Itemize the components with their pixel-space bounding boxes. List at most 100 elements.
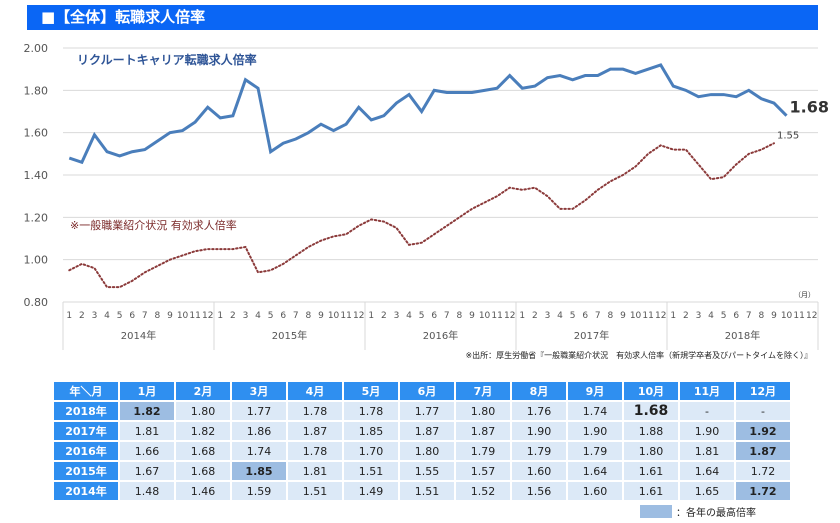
value-cell: - xyxy=(736,402,790,420)
value-cell: 1.80 xyxy=(456,402,510,420)
table-row: 2016年 1.66 1.68 1.74 1.78 1.70 1.80 1.79 1.79 1.7… xyxy=(54,442,790,460)
value-cell: 1.51 xyxy=(288,482,342,500)
value-cell: 1.81 xyxy=(288,462,342,480)
value-cell: 1.77 xyxy=(232,402,286,420)
value-cell: 1.79 xyxy=(568,442,622,460)
value-cell: 1.80 xyxy=(624,442,678,460)
y-tick-label: 1.60 xyxy=(24,127,49,140)
value-cell: 1.61 xyxy=(624,482,678,500)
series-label: ※一般職業紹介状況 有効求人倍率 xyxy=(70,218,237,232)
value-cell: 1.92 xyxy=(736,422,790,440)
x-tick-label: 8 xyxy=(457,311,463,321)
value-cell: 1.87 xyxy=(400,422,454,440)
series-line xyxy=(68,63,788,165)
x-tick-label: 9 xyxy=(318,311,324,321)
x-unit-label: （月） xyxy=(794,291,815,299)
x-tick-label: 7 xyxy=(142,311,148,321)
month-header: 6月 xyxy=(400,382,454,400)
month-header: 2月 xyxy=(176,382,230,400)
x-tick-label: 10 xyxy=(479,311,491,321)
x-tick-label: 7 xyxy=(746,311,752,321)
value-cell: 1.87 xyxy=(736,442,790,460)
month-header: 5月 xyxy=(344,382,398,400)
year-label: 2015年 xyxy=(272,329,307,342)
x-tick-label: 12 xyxy=(504,311,515,321)
x-tick-label: 6 xyxy=(582,311,588,321)
month-header: 1月 xyxy=(120,382,174,400)
table-row: 2017年 1.81 1.82 1.86 1.87 1.85 1.87 1.87 1.90 1.9… xyxy=(54,422,790,440)
year-header: 2015年 xyxy=(54,462,118,480)
value-cell: 1.78 xyxy=(344,402,398,420)
x-tick-label: 12 xyxy=(353,311,364,321)
x-tick-label: 5 xyxy=(419,311,425,321)
value-cell: 1.80 xyxy=(176,402,230,420)
table-row: 2014年 1.48 1.46 1.59 1.51 1.49 1.51 1.52 1.56 1.6… xyxy=(54,482,790,500)
x-tick-label: 12 xyxy=(202,311,213,321)
x-tick-label: 12 xyxy=(655,311,666,321)
value-cell: 1.52 xyxy=(456,482,510,500)
value-cell: 1.77 xyxy=(400,402,454,420)
value-cell: 1.78 xyxy=(288,442,342,460)
x-tick-label: 3 xyxy=(394,311,400,321)
value-cell: 1.64 xyxy=(680,462,734,480)
y-tick-label: 1.00 xyxy=(24,254,49,267)
x-tick-label: 9 xyxy=(620,311,626,321)
ratio-table: 年＼月 1月 2月 3月 4月 5月 6月 7月 8月 9月 10月 11月 12月 2018年 1.82 1… xyxy=(52,380,792,502)
value-cell: 1.70 xyxy=(344,442,398,460)
x-tick-label: 3 xyxy=(92,311,98,321)
value-cell: 1.90 xyxy=(568,422,622,440)
value-cell: 1.48 xyxy=(120,482,174,500)
value-cell: 1.81 xyxy=(680,442,734,460)
month-header: 12月 xyxy=(736,382,790,400)
x-tick-label: 1 xyxy=(66,311,72,321)
x-tick-label: 4 xyxy=(255,311,261,321)
x-tick-label: 6 xyxy=(733,311,739,321)
x-tick-label: 4 xyxy=(104,311,110,321)
value-cell: 1.86 xyxy=(232,422,286,440)
month-header: 9月 xyxy=(568,382,622,400)
value-cell: 1.60 xyxy=(568,482,622,500)
x-tick-label: 9 xyxy=(167,311,173,321)
x-tick-label: 11 xyxy=(642,311,653,321)
value-cell: 1.85 xyxy=(344,422,398,440)
month-header: 10月 xyxy=(624,382,678,400)
x-tick-label: 10 xyxy=(177,311,189,321)
value-cell: 1.82 xyxy=(120,402,174,420)
x-tick-label: 4 xyxy=(557,311,563,321)
y-tick-label: 1.80 xyxy=(24,84,49,97)
value-cell: 1.68 xyxy=(176,462,230,480)
line-chart: 2.001.801.601.401.201.000.801 2 3 4 5 6 7 8 9 10 1… xyxy=(24,42,829,350)
year-label: 2014年 xyxy=(121,329,156,342)
value-cell: 1.64 xyxy=(568,462,622,480)
value-cell: 1.65 xyxy=(680,482,734,500)
value-cell: 1.80 xyxy=(400,442,454,460)
x-tick-label: 6 xyxy=(129,311,135,321)
end-value-label: 1.68 xyxy=(790,98,829,117)
month-header: 11月 xyxy=(680,382,734,400)
x-tick-label: 5 xyxy=(268,311,274,321)
series-line xyxy=(68,142,775,289)
x-tick-label: 6 xyxy=(431,311,437,321)
x-tick-label: 7 xyxy=(444,311,450,321)
x-tick-label: 3 xyxy=(696,311,702,321)
value-cell: 1.88 xyxy=(624,422,678,440)
x-tick-label: 11 xyxy=(340,311,351,321)
x-tick-label: 7 xyxy=(595,311,601,321)
legend-swatch xyxy=(640,505,672,518)
value-cell: 1.79 xyxy=(456,442,510,460)
value-cell: 1.68 xyxy=(176,442,230,460)
end-value-label: 1.55 xyxy=(777,130,799,141)
value-cell: 1.85 xyxy=(232,462,286,480)
x-tick-label: 3 xyxy=(545,311,551,321)
value-cell: 1.68 xyxy=(624,402,678,420)
x-tick-label: 8 xyxy=(759,311,765,321)
value-cell: 1.57 xyxy=(456,462,510,480)
value-cell: 1.67 xyxy=(120,462,174,480)
value-cell: 1.72 xyxy=(736,462,790,480)
value-cell: 1.66 xyxy=(120,442,174,460)
y-tick-label: 2.00 xyxy=(24,42,49,55)
x-tick-label: 5 xyxy=(570,311,576,321)
x-tick-label: 2 xyxy=(381,311,387,321)
month-header: 4月 xyxy=(288,382,342,400)
